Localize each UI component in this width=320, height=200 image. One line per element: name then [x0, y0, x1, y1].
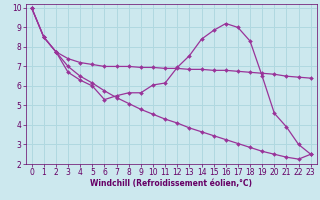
X-axis label: Windchill (Refroidissement éolien,°C): Windchill (Refroidissement éolien,°C)	[90, 179, 252, 188]
